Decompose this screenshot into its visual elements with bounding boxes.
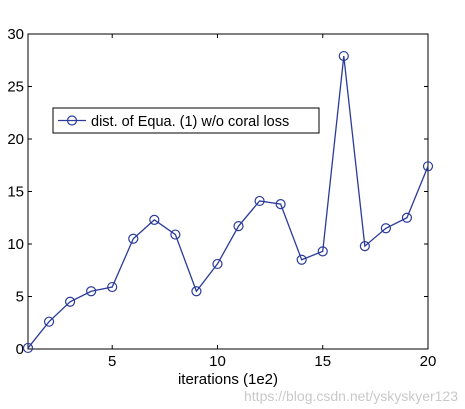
legend: dist. of Equa. (1) w/o coral loss [52, 107, 320, 134]
legend-marker [66, 115, 78, 126]
series-group [22, 50, 434, 354]
data-point-marker [275, 199, 286, 210]
data-point-marker [317, 246, 328, 257]
data-point-marker [380, 223, 391, 234]
y-axis-ticks: 0 5 10 15 20 25 30 [7, 26, 428, 358]
data-point-marker [233, 221, 244, 232]
data-point-marker [254, 195, 265, 207]
x-tick-label: 10 [209, 353, 226, 370]
x-tick-label: 20 [420, 353, 437, 370]
y-tick-label: 0 [16, 341, 24, 358]
data-point-marker [170, 229, 181, 240]
y-tick-label: 20 [7, 131, 24, 148]
data-point-marker [128, 233, 139, 244]
x-axis-label: iterations (1e2) [178, 371, 278, 388]
y-tick-label: 15 [7, 184, 24, 201]
data-point-marker [191, 286, 202, 297]
data-point-marker [359, 241, 370, 252]
watermark-text: https://blog.csdn.net/yskyskyer123 [244, 388, 458, 404]
x-tick-label: 5 [108, 353, 116, 370]
data-point-marker [107, 281, 118, 293]
data-point-marker [149, 214, 160, 225]
data-point-marker [65, 296, 76, 307]
series-line [27, 55, 429, 349]
data-point-marker [212, 258, 223, 270]
data-point-marker [338, 50, 349, 62]
legend-entry-label: dist. of Equa. (1) w/o coral loss [91, 114, 289, 130]
legend-box [52, 107, 320, 134]
x-axis-ticks: 5 10 15 20 [108, 34, 436, 370]
data-point-marker [422, 161, 434, 172]
data-point-marker [296, 254, 307, 265]
data-point-marker [43, 316, 55, 327]
y-tick-label: 30 [7, 26, 24, 43]
y-tick-label: 5 [16, 289, 24, 306]
y-tick-label: 10 [7, 236, 24, 253]
data-point-marker [401, 212, 413, 223]
x-tick-label: 15 [314, 353, 331, 370]
y-tick-label: 25 [7, 79, 24, 96]
data-point-marker [22, 342, 34, 354]
data-point-marker [86, 286, 97, 297]
